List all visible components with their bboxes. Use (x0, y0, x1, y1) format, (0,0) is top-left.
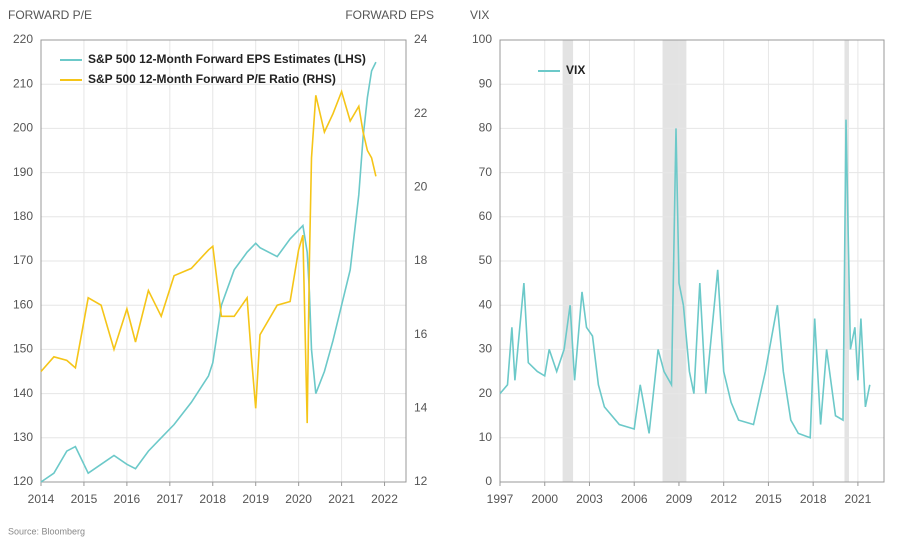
x-tick-label: 2015 (71, 492, 98, 506)
y2-tick-label: 16 (414, 327, 428, 341)
y-tick-label: 190 (13, 165, 33, 179)
y-tick-label: 210 (13, 76, 33, 90)
x-tick-label: 2020 (285, 492, 312, 506)
plot-frame (499, 39, 885, 483)
x-tick-label: 2015 (755, 492, 782, 506)
y-tick-label: 150 (13, 342, 33, 356)
series-line (40, 61, 377, 483)
series-line (499, 119, 871, 439)
source-note: Source: Bloomberg (8, 526, 85, 536)
x-tick-label: 2019 (242, 492, 269, 506)
y-tick-label: 180 (13, 209, 33, 223)
y2-tick-label: 20 (414, 180, 428, 194)
y-tick-label: 10 (479, 430, 493, 444)
y-tick-label: 90 (479, 76, 493, 90)
x-tick-label: 2000 (531, 492, 558, 506)
y-tick-label: 70 (479, 165, 493, 179)
y-axis-label: VIX (470, 8, 489, 22)
legend-label: S&P 500 12-Month Forward EPS Estimates (… (88, 52, 366, 66)
y-tick-label: 20 (479, 386, 493, 400)
plot-frame (40, 39, 407, 483)
y2-tick-label: 24 (414, 32, 428, 46)
x-tick-label: 2006 (621, 492, 648, 506)
legend-label: VIX (566, 63, 585, 77)
y-tick-label: 30 (479, 342, 493, 356)
y-tick-label: 130 (13, 430, 33, 444)
x-tick-label: 2021 (328, 492, 355, 506)
x-tick-label: 2014 (28, 492, 55, 506)
y-tick-label: 170 (13, 253, 33, 267)
x-tick-label: 2017 (156, 492, 183, 506)
y-tick-label: 40 (479, 297, 493, 311)
y-tick-label: 80 (479, 121, 493, 135)
legend-label: S&P 500 12-Month Forward P/E Ratio (RHS) (88, 72, 336, 86)
x-tick-label: 2012 (710, 492, 737, 506)
x-tick-label: 1997 (487, 492, 514, 506)
y-tick-label: 120 (13, 474, 33, 488)
y2-tick-label: 14 (414, 401, 428, 415)
y2-tick-label: 22 (414, 106, 428, 120)
x-tick-label: 2018 (199, 492, 226, 506)
y-tick-label: 140 (13, 386, 33, 400)
y2-tick-label: 18 (414, 253, 428, 267)
x-tick-label: 2021 (845, 492, 872, 506)
y-tick-label: 220 (13, 32, 33, 46)
x-tick-label: 2009 (666, 492, 693, 506)
y-tick-label: 160 (13, 297, 33, 311)
y-tick-label: 60 (479, 209, 493, 223)
y2-axis-label: FORWARD EPS (345, 8, 434, 22)
series-line (40, 89, 377, 424)
y-tick-label: 50 (479, 253, 493, 267)
x-tick-label: 2018 (800, 492, 827, 506)
x-tick-label: 2016 (114, 492, 141, 506)
y-tick-label: 100 (472, 32, 492, 46)
y2-tick-label: 12 (414, 474, 428, 488)
x-tick-label: 2022 (371, 492, 398, 506)
x-tick-label: 2003 (576, 492, 603, 506)
y-axis-label: FORWARD P/E (8, 8, 92, 22)
y-tick-label: 200 (13, 121, 33, 135)
y-tick-label: 0 (485, 474, 492, 488)
